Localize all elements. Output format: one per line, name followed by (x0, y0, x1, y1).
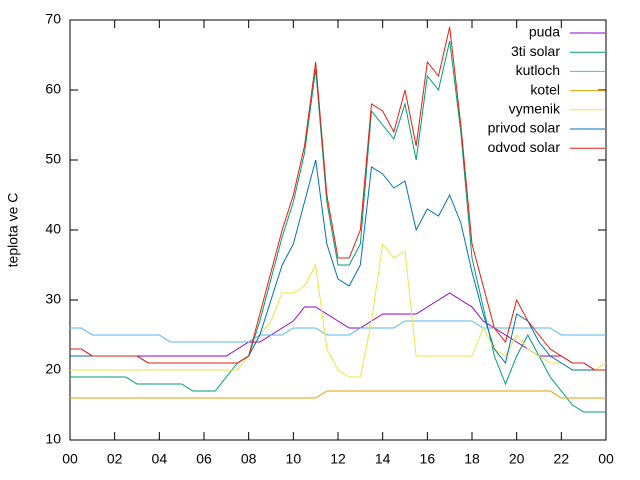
legend-label: kutloch (516, 62, 560, 78)
y-tick-label: 40 (45, 221, 61, 237)
x-tick-label: 12 (330, 451, 346, 467)
legend-label: privod solar (488, 120, 561, 136)
x-tick-label: 14 (375, 451, 391, 467)
series-line (70, 320, 606, 343)
series-line (70, 40, 606, 413)
y-tick-label: 60 (45, 81, 61, 97)
series-line (70, 390, 606, 399)
plot-border (69, 19, 607, 441)
series-line (70, 26, 606, 371)
legend-label: odvod solar (488, 139, 561, 155)
legend-label: kotel (530, 81, 560, 97)
series-line (70, 242, 607, 378)
x-tick-label: 06 (196, 451, 212, 467)
x-tick-label: 18 (464, 451, 480, 467)
x-tick-label: 20 (509, 451, 525, 467)
x-tick-label: 10 (286, 451, 302, 467)
y-tick-label: 10 (45, 431, 61, 447)
y-axis-label: teplota ve C (5, 193, 21, 268)
legend-label: 3ti solar (511, 43, 560, 59)
legend-label: puda (529, 24, 560, 40)
x-tick-label: 00 (62, 451, 78, 467)
x-tick-label: 00 (598, 451, 614, 467)
y-tick-label: 70 (45, 11, 61, 27)
y-tick-label: 20 (45, 361, 61, 377)
x-tick-label: 04 (152, 451, 168, 467)
y-tick-label: 30 (45, 291, 61, 307)
legend-label: vymenik (509, 101, 561, 117)
y-tick-label: 50 (45, 151, 61, 167)
x-tick-label: 08 (241, 451, 257, 467)
x-tick-label: 22 (554, 451, 570, 467)
x-tick-label: 02 (107, 451, 123, 467)
x-tick-label: 16 (420, 451, 436, 467)
series-line (70, 292, 606, 371)
